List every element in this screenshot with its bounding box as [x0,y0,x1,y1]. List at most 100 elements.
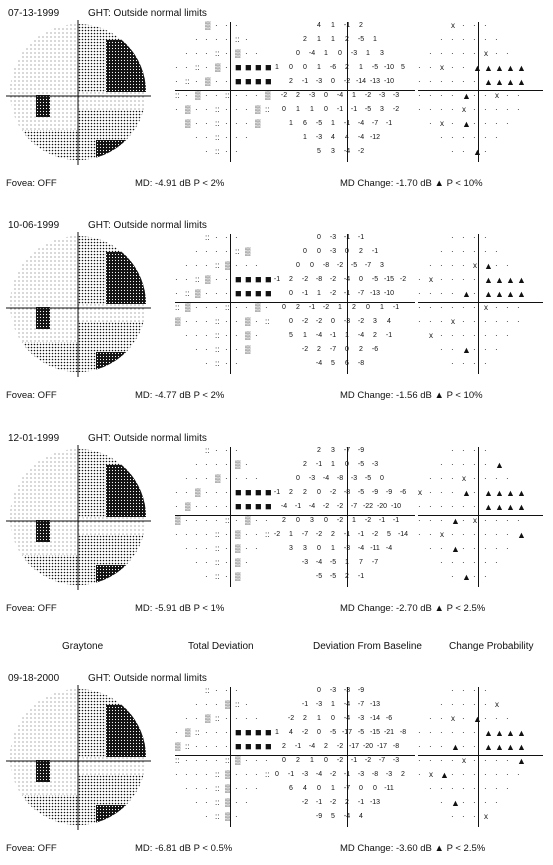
deviation-symbol: · [225,474,228,483]
probability-symbol: ▲ [517,289,526,299]
probability-symbol: · [440,35,443,44]
deviation-value: 0 [289,318,293,325]
deviation-symbol: · [195,133,198,142]
deviation-symbol: · [175,105,178,114]
deviation-value: -2 [364,517,372,524]
probability-symbol: ▲ [506,488,515,498]
deviation-symbol: · [225,742,228,751]
deviation-symbol: · [225,331,228,340]
deviation-symbol: · [205,345,208,354]
probability-symbol: ▲ [473,148,482,157]
deviation-value: 3 [380,50,384,57]
deviation-value: -1 [340,771,354,779]
deviation-value: 2 [303,715,307,722]
probability-symbol: · [473,133,476,142]
fovea-status: Fovea: OFF [6,603,57,614]
probability-symbol: · [462,544,465,553]
probability-symbol: · [484,345,487,354]
probability-symbol: · [506,544,509,553]
deviation-symbol: · [225,488,228,497]
probability-symbol: x [418,488,422,497]
deviation-value: -3 [378,92,386,99]
probability-symbol: x [462,474,466,483]
probability-symbol: x [440,530,444,539]
probability-symbol: · [451,700,454,709]
deviation-value: -20 [376,503,388,510]
deviation-value: -5 [350,262,358,269]
probability-symbol: · [462,558,465,567]
probability-symbol: · [473,345,476,354]
deviation-symbol: ■ [265,727,272,739]
probability-symbol: ▲ [495,728,504,738]
probability-symbol: · [440,77,443,86]
probability-symbol: ▲ [484,502,493,512]
probability-symbol: · [506,91,509,100]
deviation-symbol: · [205,530,208,539]
probability-symbol: ▲ [462,289,471,299]
prob-vertical-axis [478,234,479,374]
deviation-value: -2 [322,304,330,311]
deviation-value: -5 [357,489,365,496]
deviation-value: 5 [387,531,391,538]
probability-symbol: · [473,77,476,86]
deviation-value: -3 [350,475,358,482]
probability-symbol: · [418,91,421,100]
probability-symbol: ▲ [495,502,504,512]
deviation-value: 5 [331,360,335,367]
deviation-symbol: · [195,460,198,469]
deviation-value: 2 [282,517,286,524]
probability-symbol: · [462,303,465,312]
probability-symbol: · [451,289,454,298]
probability-symbol: · [462,714,465,723]
deviation-value: 1 [331,36,335,43]
probability-symbol: ▲ [484,261,493,271]
deviation-symbol: · [215,247,218,256]
total-deviation-map: :: · · · · · · ·:: ▒ · · ·:: ▒ · · · · ·:: ▒ · · ■ ■ ■ ■ ·:: ▒ · · · ■… [175,234,285,384]
probability-symbol: · [462,502,465,511]
dev-vertical-axis [347,447,348,587]
deviation-value: -5 [371,276,379,283]
deviation-value: -3 [357,771,365,778]
deviation-symbol: ▒ [235,49,241,58]
deviation-symbol: · [225,317,228,326]
probability-symbol: · [495,530,498,539]
deviation-value: -4 [315,559,323,566]
deviation-value: -1 [340,531,354,539]
deviation-symbol: :: [265,105,270,114]
probability-symbol: · [418,77,421,86]
deviation-symbol: · [215,77,218,86]
deviation-symbol: · [235,233,238,242]
deviation-value: 1 [317,715,321,722]
deviation-symbol: · [185,530,188,539]
deviation-value: -2 [301,729,309,736]
deviation-value: 1 [373,36,377,43]
probability-symbol: · [506,770,509,779]
change-probability-map: · · · · · · · · · ▲ · · · x · · · · x · · · ▲ · ▲ ▲ ▲ ▲ · · · · · · ▲ ▲ ▲ ▲ · ·… [418,447,543,597]
deviation-value: -4 [357,120,365,127]
deviation-value: -2 [301,346,309,353]
deviation-symbol: · [205,303,208,312]
deviation-symbol: ■ [235,274,242,286]
probability-symbol: · [473,119,476,128]
deviation-symbol: · [195,714,198,723]
deviation-symbol: · [255,756,258,765]
deviation-symbol: ▒ [235,530,241,539]
probability-symbol: · [451,572,454,581]
deviation-symbol: :: [195,63,200,72]
deviation-symbol: :: [215,345,220,354]
deviation-value: -1 [301,78,309,85]
probability-symbol: x [451,21,455,30]
exam-date: 07-13-1999 [8,8,60,19]
probability-symbol: ▲ [517,63,526,73]
deviation-symbol: · [195,502,198,511]
deviation-value: -3 [340,687,354,695]
deviation-symbol: · [225,289,228,298]
exam-section: 09-18-2000 GHT: Outside normal limits Fove… [0,665,553,865]
probability-symbol: · [484,516,487,525]
deviation-symbol: · [205,261,208,270]
deviation-symbol: · [185,714,188,723]
deviation-value: 2 [359,248,363,255]
deviation-symbol: · [205,798,208,807]
deviation-symbol: · [195,105,198,114]
deviation-symbol: · [205,770,208,779]
